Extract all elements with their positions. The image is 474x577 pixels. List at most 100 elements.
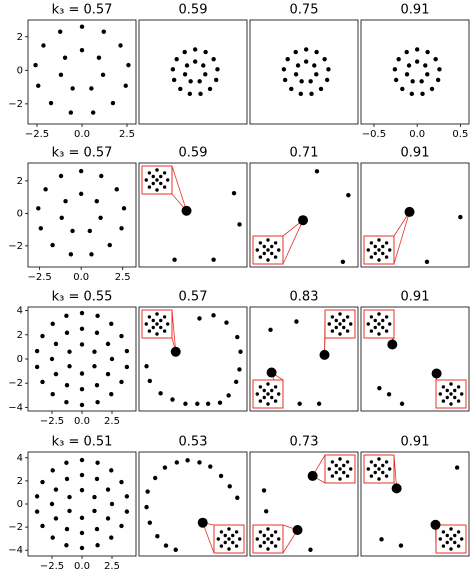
inset-particle <box>381 470 385 475</box>
particle <box>49 501 55 507</box>
particle <box>404 72 410 77</box>
inset-particle <box>330 329 335 333</box>
particle <box>95 460 100 465</box>
inset-particle <box>219 544 224 548</box>
particle <box>454 465 460 470</box>
particle <box>124 494 130 499</box>
particle <box>50 391 55 397</box>
inset-particle <box>155 178 159 182</box>
particle <box>303 59 309 64</box>
particle <box>63 198 68 204</box>
inset-particle <box>384 255 389 259</box>
inset-particle <box>441 399 446 403</box>
inset-particle <box>262 533 266 538</box>
inset-connector <box>393 211 410 265</box>
particle <box>178 86 183 92</box>
particle <box>109 321 114 327</box>
inset-particle <box>381 244 385 249</box>
cluster <box>387 339 398 350</box>
inset-particle <box>262 540 266 545</box>
particle <box>423 63 428 68</box>
particle <box>59 215 64 220</box>
x-tick-label: 2.5 <box>104 561 120 572</box>
particle <box>392 67 398 72</box>
plot-frame <box>27 306 137 412</box>
inset-particle <box>445 388 449 393</box>
cluster <box>391 483 402 494</box>
particle <box>227 484 232 489</box>
panel-title: 0.91 <box>401 146 430 161</box>
inset-particle <box>369 255 374 259</box>
inset-particle <box>384 241 389 245</box>
panel-title: 0.57 <box>179 290 208 305</box>
inset-particle <box>159 174 163 179</box>
particle <box>90 110 96 115</box>
particle <box>123 83 128 88</box>
inset-particle <box>441 385 446 389</box>
plot-frame <box>138 19 248 125</box>
y-tick-label: 0 <box>17 65 23 76</box>
particle <box>314 72 319 77</box>
inset-particle <box>449 537 453 541</box>
y-tick-label: −4 <box>8 402 23 413</box>
inset-connector <box>202 522 215 554</box>
inset-particle <box>258 399 263 403</box>
inset-particle <box>147 171 152 175</box>
inset-particle <box>151 325 155 330</box>
particle <box>34 348 40 354</box>
particle <box>187 91 193 97</box>
inset-particle <box>266 537 270 541</box>
particle <box>64 476 70 482</box>
inset-connector <box>282 220 304 265</box>
particle <box>78 191 84 197</box>
particle <box>174 460 179 465</box>
cluster <box>404 206 415 217</box>
inset-particle <box>381 463 385 468</box>
inset-particle <box>155 322 159 326</box>
particle <box>64 330 70 335</box>
inset-particle <box>330 315 335 319</box>
cluster <box>319 349 330 360</box>
particle <box>192 59 198 64</box>
particle <box>195 401 200 406</box>
inset-particle <box>273 385 278 389</box>
particle <box>36 83 41 88</box>
inset-particle <box>366 248 370 252</box>
particle <box>197 460 202 465</box>
particle <box>53 371 59 377</box>
particle <box>377 385 382 391</box>
inset-particle <box>255 392 259 396</box>
particle <box>118 43 123 48</box>
inset-particle <box>223 533 227 538</box>
inset-particle <box>262 388 266 393</box>
cluster <box>197 517 208 528</box>
inset-particle <box>369 329 374 333</box>
inset-particle <box>227 527 231 531</box>
particle <box>67 494 72 500</box>
inset-particle <box>155 168 159 172</box>
inset-particle <box>453 395 457 400</box>
panel-title: 0.59 <box>179 3 208 18</box>
inset-particle <box>338 457 342 461</box>
particle <box>34 509 40 514</box>
inset-particle <box>155 188 159 192</box>
particle <box>282 77 288 83</box>
particle <box>155 534 160 539</box>
inset-particle <box>327 467 331 471</box>
inset-particle <box>155 332 159 336</box>
inset-particle <box>147 185 152 189</box>
particle <box>235 334 240 340</box>
particle <box>158 391 163 396</box>
inset-particle <box>456 530 461 534</box>
inset-particle <box>453 540 457 545</box>
inset-particle <box>147 315 152 319</box>
inset-particle <box>227 547 231 551</box>
panel-title: k₃ = 0.57 <box>52 146 113 161</box>
x-tick-label: −0.5 <box>362 129 386 140</box>
inset-particle <box>334 463 338 468</box>
panel-title: k₃ = 0.55 <box>52 290 113 305</box>
x-tick-label: −2.5 <box>40 416 64 427</box>
particle <box>218 473 224 479</box>
cluster <box>298 215 309 226</box>
particle <box>458 214 463 220</box>
